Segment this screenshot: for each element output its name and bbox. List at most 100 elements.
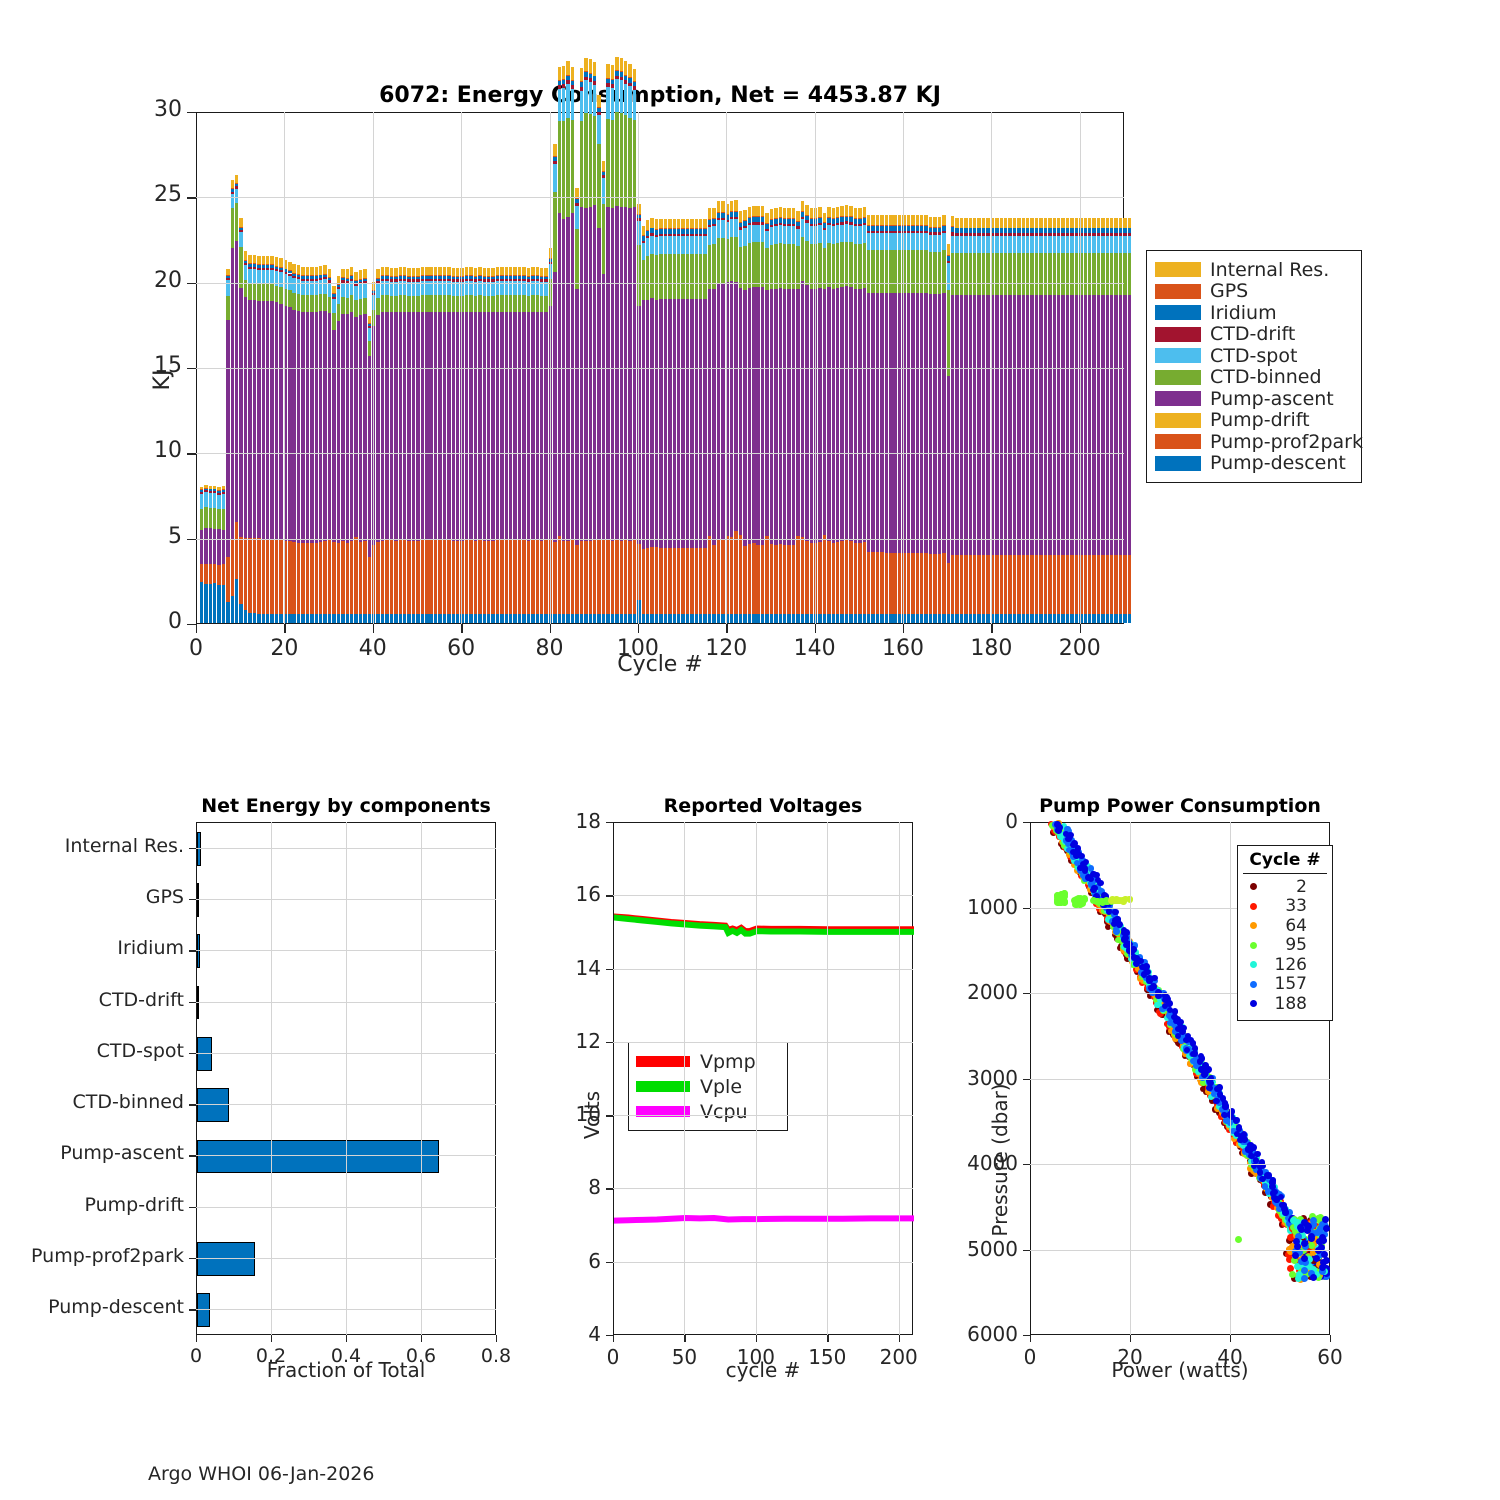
bar-segment-ctd-drift — [239, 229, 243, 233]
bar-segment-ctd-spot — [968, 235, 973, 253]
scatter-point — [1299, 1231, 1307, 1239]
scatter-point — [1273, 1196, 1280, 1203]
bar-segment-gps — [349, 275, 354, 276]
bar-segment-internal-res- — [654, 219, 659, 230]
scatter-point — [1275, 1201, 1282, 1208]
bar-segment-ctd-spot — [1070, 235, 1074, 253]
pump-legend-label-2: 64 — [1285, 915, 1307, 936]
bar-segment-internal-res- — [394, 267, 398, 277]
bar-segment-ctd-drift — [226, 277, 230, 280]
bar-segment-gps — [354, 280, 358, 281]
bar-segment-ctd-drift — [1008, 233, 1012, 236]
bar-segment-ctd-binned — [279, 286, 283, 304]
bar-segment-pump-ascent — [1127, 295, 1132, 555]
bar-segment-iridium — [447, 275, 451, 279]
scatter-point — [1206, 1084, 1213, 1092]
bar-segment-internal-res- — [1030, 217, 1034, 228]
bar-segment-pump-ascent — [539, 312, 544, 542]
scatter-point — [1057, 833, 1064, 840]
bar-segment-internal-res- — [968, 217, 973, 228]
stacked-bar — [1105, 111, 1110, 623]
bar-segment-ctd-drift — [615, 75, 619, 80]
stacked-bar — [341, 111, 345, 623]
bar-segment-ctd-drift — [641, 240, 646, 244]
bar-segment-ctd-spot — [592, 84, 597, 117]
bar-segment-ctd-spot — [646, 238, 650, 257]
bar-segment-internal-res- — [880, 215, 884, 226]
bar-segment-internal-res- — [632, 68, 637, 82]
stacked-bar — [884, 111, 889, 623]
bar-segment-internal-res- — [774, 207, 778, 219]
bar-segment-internal-res- — [672, 218, 676, 229]
bar-segment-iridium — [783, 218, 787, 224]
bar-segment-ctd-binned — [1034, 252, 1039, 296]
bar-segment-iridium — [557, 80, 562, 86]
bar-segment-ctd-drift — [809, 223, 813, 227]
bar-segment-pump-descent — [1012, 614, 1017, 623]
bar-segment-internal-res- — [1118, 217, 1123, 228]
legend-swatch-6 — [1155, 391, 1201, 407]
bar-segment-gps — [451, 276, 456, 277]
stacked-bar — [327, 111, 332, 623]
bar-segment-pump-ascent — [884, 292, 889, 554]
bar-segment-iridium — [1003, 228, 1008, 234]
bar-segment-iridium — [469, 275, 473, 279]
stacked-bar — [425, 111, 429, 623]
bar-segment-internal-res- — [964, 217, 968, 228]
stacked-bar — [646, 111, 650, 623]
bar-segment-pump-ascent — [367, 355, 372, 558]
bar-segment-ctd-binned — [562, 121, 566, 219]
bar-segment-ctd-spot — [981, 235, 986, 253]
bar-segment-pump-prof2park — [478, 540, 482, 615]
bar-segment-ctd-binned — [915, 250, 920, 293]
bar-segment-pump-prof2park — [301, 542, 305, 615]
scatter-point — [1301, 1267, 1309, 1275]
bar-segment-ctd-drift — [1127, 233, 1132, 236]
bar-segment-ctd-drift — [818, 222, 822, 226]
bar-segment-pump-descent — [659, 614, 663, 623]
bar-segment-pump-descent — [933, 614, 937, 623]
bar-segment-internal-res- — [915, 215, 920, 226]
bar-segment-internal-res- — [526, 267, 531, 277]
bar-segment-internal-res- — [429, 266, 433, 276]
bar-segment-gps — [818, 217, 822, 218]
bar-segment-iridium — [707, 219, 712, 225]
bar-segment-ctd-binned — [1074, 252, 1079, 296]
scatter-point — [1259, 1162, 1267, 1170]
bar-segment-ctd-spot — [491, 281, 495, 297]
bar-segment-pump-prof2park — [915, 553, 920, 615]
bar-segment-pump-prof2park — [522, 540, 526, 615]
bar-segment-gps — [699, 228, 703, 229]
bar-segment-ctd-spot — [1008, 235, 1012, 253]
bar-segment-ctd-drift — [906, 230, 911, 234]
bar-segment-gps — [968, 227, 973, 229]
bar-segment-pump-descent — [1074, 614, 1079, 623]
legend-swatch-5 — [1155, 369, 1201, 385]
bar-segment-pump-prof2park — [341, 541, 345, 615]
bar-segment-ctd-drift — [973, 233, 977, 236]
bar-segment-ctd-drift — [623, 79, 628, 84]
bar-segment-ctd-binned — [977, 252, 981, 296]
bar-segment-ctd-spot — [884, 233, 889, 251]
bar-segment-ctd-drift — [248, 266, 252, 269]
stacked-bar — [221, 111, 226, 623]
bar-segment-iridium — [1096, 228, 1101, 234]
pump-ytick — [1023, 1249, 1030, 1251]
bar-segment-pump-prof2park — [500, 540, 504, 615]
bar-segment-pump-prof2park — [504, 540, 509, 615]
bar-segment-internal-res- — [906, 215, 911, 226]
bar-segment-ctd-drift — [911, 230, 915, 234]
stacked-bar — [597, 94, 601, 623]
bar-segment-iridium — [332, 293, 336, 297]
bar-segment-gps — [548, 257, 553, 259]
bar-segment-internal-res- — [1123, 218, 1127, 229]
bar-segment-pump-prof2park — [738, 535, 743, 614]
bar-segment-iridium — [283, 269, 288, 272]
bar-segment-pump-descent — [354, 614, 358, 623]
legend-item-5: CTD-binned — [1155, 366, 1355, 388]
bar-segment-ctd-binned — [774, 244, 778, 289]
bar-segment-pump-ascent — [942, 292, 946, 554]
bar-segment-ctd-drift — [553, 160, 557, 164]
scatter-point — [1289, 1223, 1297, 1231]
scatter-point — [1130, 954, 1138, 961]
